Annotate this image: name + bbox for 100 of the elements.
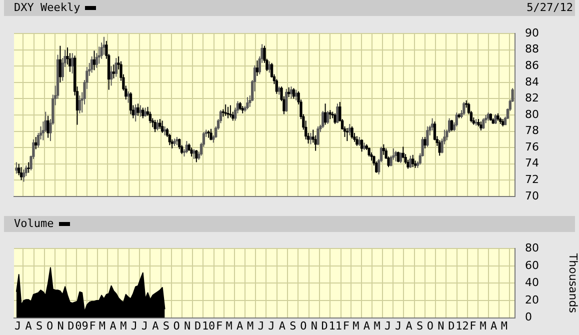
candlestick xyxy=(161,120,164,134)
x-tick-label: J xyxy=(258,319,264,332)
candlestick xyxy=(15,162,18,174)
candlestick xyxy=(195,150,198,163)
candlestick xyxy=(482,118,485,130)
candlestick xyxy=(112,64,116,79)
candlestick xyxy=(185,140,188,154)
candlestick xyxy=(20,166,23,181)
candlestick xyxy=(92,50,96,71)
x-tick-label: A xyxy=(278,319,286,332)
x-tick-label: J xyxy=(130,319,138,332)
candlestick xyxy=(58,45,62,83)
candlestick xyxy=(290,86,293,100)
text: 5/27/12 xyxy=(526,0,573,16)
y-tick-label: 84 xyxy=(525,75,539,88)
candlestick xyxy=(409,155,412,168)
candlestick xyxy=(450,119,454,132)
x-tick-label: N xyxy=(57,319,64,332)
candlestick xyxy=(129,92,132,115)
x-tick-label: S xyxy=(416,319,424,332)
candlestick xyxy=(309,132,312,145)
y-tick-label: 90 xyxy=(525,26,539,40)
candlestick xyxy=(494,114,497,124)
candlestick xyxy=(139,104,142,118)
x-tick-label: S xyxy=(162,319,170,332)
x-tick-label: A xyxy=(406,319,413,332)
candlestick xyxy=(412,154,414,168)
x-tick-label: N xyxy=(438,319,444,332)
candlestick xyxy=(226,106,230,119)
candlestick xyxy=(158,118,162,130)
x-tick-label: A xyxy=(363,319,370,332)
candlestick xyxy=(360,138,364,152)
y-tick-label: 78 xyxy=(525,124,539,138)
y-tick-label: 80 xyxy=(525,241,539,254)
x-tick-label: A xyxy=(236,319,244,332)
y-tick-label: 76 xyxy=(525,140,539,154)
y-tick-label: 60 xyxy=(525,258,539,272)
x-tick-label: M xyxy=(374,319,381,332)
x-tick-label: 10 xyxy=(202,319,216,332)
candlestick xyxy=(102,36,106,56)
x-tick-label: M xyxy=(226,319,233,332)
x-tick-label: 12 xyxy=(456,319,469,332)
x-tick-label: O xyxy=(173,319,180,332)
candlestick xyxy=(324,103,327,126)
y-tick-label: 20 xyxy=(525,293,539,306)
x-tick-label: D xyxy=(321,319,328,332)
y-tick-label: 70 xyxy=(525,189,539,202)
x-tick-label: D xyxy=(68,319,74,332)
x-tick-label: M xyxy=(480,319,487,332)
candlestick xyxy=(346,128,349,142)
candlestick xyxy=(178,138,181,150)
candlestick xyxy=(462,101,466,116)
candlestick xyxy=(154,119,156,133)
x-tick-label: J xyxy=(384,319,392,332)
candlestick xyxy=(98,46,100,64)
x-tick-label: S xyxy=(290,319,296,332)
candlestick xyxy=(126,90,130,104)
candlestick xyxy=(426,126,429,148)
candlestick xyxy=(46,115,50,138)
y-tick-label: 82 xyxy=(525,92,539,105)
x-tick-label: O xyxy=(426,319,434,332)
x-tick-label: N xyxy=(310,319,318,332)
candlestick xyxy=(382,144,385,156)
y-tick-label: 88 xyxy=(525,42,539,56)
x-tick-label: N xyxy=(184,319,191,332)
x-tick-label: F xyxy=(216,319,223,332)
x-tick-label: S xyxy=(36,319,43,332)
candlestick xyxy=(350,126,354,140)
candlestick xyxy=(22,169,26,182)
y-tick-label: 86 xyxy=(525,59,539,72)
x-tick-label: D xyxy=(448,319,455,332)
y-tick-label: 74 xyxy=(525,156,539,170)
x-tick-label: M xyxy=(98,319,106,332)
candlestick xyxy=(110,66,113,86)
candlestick xyxy=(424,136,426,149)
x-tick-label: 11 xyxy=(328,319,342,332)
x-tick-label: F xyxy=(342,319,350,332)
candlestick xyxy=(229,104,232,118)
x-tick-label: O xyxy=(300,319,307,332)
candlestick xyxy=(90,56,94,74)
x-tick-label: J xyxy=(268,319,275,332)
x-tick-label: F xyxy=(470,319,476,332)
y-tick-label: 40 xyxy=(525,276,539,290)
candlestick xyxy=(246,96,249,110)
candlestick xyxy=(114,58,118,78)
x-tick-label: M xyxy=(120,319,128,332)
x-tick-label: J xyxy=(14,319,22,332)
candlestick xyxy=(256,60,259,76)
x-tick-label: M xyxy=(352,319,360,332)
x-tick-label: J xyxy=(141,319,148,332)
candlestick xyxy=(394,150,398,162)
candlestick xyxy=(326,110,330,124)
candlestick xyxy=(148,111,152,124)
candlestick xyxy=(275,78,278,94)
x-tick-label: A xyxy=(152,319,160,332)
candlestick xyxy=(399,152,402,164)
candlestick xyxy=(322,110,324,129)
x-tick-label: J xyxy=(394,319,402,332)
x-tick-label: A xyxy=(110,319,117,332)
candlestick xyxy=(356,136,358,146)
